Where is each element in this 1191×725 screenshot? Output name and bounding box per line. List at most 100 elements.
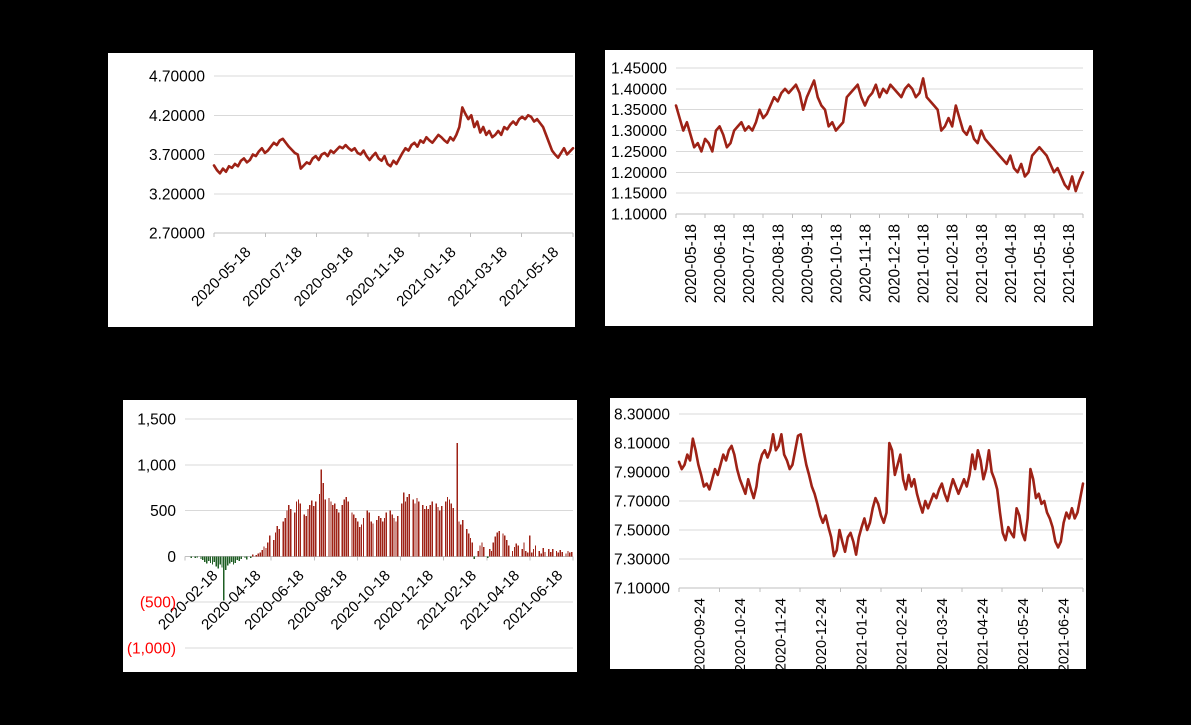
bar-positive — [332, 505, 334, 557]
x-tick-label: 2020-08-18 — [770, 224, 787, 303]
y-tick-label: 500 — [150, 503, 176, 520]
x-tick-label: 2021-06-18 — [1061, 224, 1078, 303]
bar-positive — [544, 551, 546, 557]
y-tick-label: 1,500 — [137, 412, 176, 429]
y-tick-label: 3.20000 — [149, 186, 205, 203]
bar-positive — [561, 551, 563, 557]
gridlines — [214, 75, 573, 234]
y-tick-label: 7.70000 — [614, 494, 670, 511]
y-tick-label: 7.30000 — [614, 552, 670, 569]
bar-positive — [276, 526, 279, 557]
bar-negative — [223, 556, 225, 601]
bar-positive — [381, 521, 384, 557]
bar-negative — [221, 556, 223, 568]
bar-positive — [550, 551, 552, 557]
bar-positive — [295, 501, 298, 557]
bar-positive — [372, 523, 374, 557]
chart-panel-bottom-right: 2020-09-24 2020-10-24 2020-11-24 2020-12-24… — [610, 398, 1086, 669]
x-tick-label: 2021-04-18 — [1003, 224, 1020, 303]
bar-positive — [251, 554, 254, 557]
bar-positive — [532, 549, 535, 557]
gridlines — [185, 418, 573, 649]
bar-positive — [328, 497, 330, 557]
bar-positive — [488, 549, 491, 557]
x-tick-label: 2020-10-24 — [733, 598, 749, 669]
bar-positive — [314, 501, 317, 557]
bar-positive — [542, 548, 544, 557]
bar-positive — [378, 516, 380, 557]
bar-positive — [412, 499, 414, 557]
y-tick-label: 1.25000 — [611, 144, 667, 161]
top-left-fx-line-svg: 2020-05-182020-07-182020-09-182020-11-18… — [149, 69, 575, 310]
y-tick-label: 7.50000 — [614, 523, 670, 540]
bar-negative — [213, 556, 216, 562]
y-tick-label: 4.20000 — [149, 108, 205, 125]
bar-positive — [311, 500, 313, 557]
bar-positive — [557, 552, 560, 557]
bar-positive — [286, 510, 288, 557]
bar-positive — [540, 553, 542, 557]
series-line — [674, 77, 1085, 193]
bar-positive — [397, 516, 399, 557]
x-tick-label: 2020-12-24 — [814, 598, 830, 669]
bar-positive — [450, 503, 453, 557]
x-tick-label: 2021-04-24 — [976, 598, 992, 669]
x-axis — [675, 213, 1084, 218]
bottom-left-volume-bars-svg: 2020-02-182020-04-182020-06-182020-08-18… — [127, 412, 574, 658]
bar-positive — [515, 543, 518, 557]
bar-positive — [490, 550, 493, 557]
bar-positive — [525, 550, 527, 557]
bar-positive — [555, 550, 558, 557]
bar-positive — [565, 553, 567, 557]
bar-negative — [225, 556, 227, 571]
bar-negative — [194, 556, 196, 559]
bar-positive — [569, 552, 571, 557]
bar-positive — [290, 508, 292, 557]
bar-negative — [190, 556, 193, 558]
bar-positive — [272, 539, 275, 557]
bar-positive — [366, 510, 368, 557]
x-tick-label: 2020-12-18 — [887, 224, 904, 303]
bar-positive — [278, 528, 281, 557]
bar-positive — [414, 503, 416, 557]
y-tick-label: 1.30000 — [611, 123, 667, 140]
bar-positive — [425, 506, 428, 557]
x-tick-labels: 2020-09-24 2020-10-24 2020-11-24 2020-12-24… — [693, 598, 1073, 669]
x-tick-label: 2021-01-18 — [916, 224, 933, 303]
bar-positive — [330, 501, 332, 557]
bar-positive — [517, 545, 519, 557]
bar-positive — [559, 549, 561, 557]
bar-positive — [506, 539, 508, 557]
bar-positive — [452, 507, 454, 557]
bar-positive — [357, 521, 359, 557]
bar-positive — [379, 517, 382, 557]
bar-positive — [383, 517, 386, 557]
bar-positive — [376, 519, 378, 557]
bar-positive — [259, 552, 261, 557]
x-tick-labels: 2020-05-182020-07-182020-09-182020-11-18… — [188, 244, 562, 310]
x-tick-label: 2020-09-18 — [799, 224, 816, 303]
y-tick-labels: 4.70000 4.20000 3.70000 3.20000 2.70000 — [149, 69, 205, 243]
bar-positive — [322, 483, 324, 557]
bar-negative — [196, 556, 198, 558]
x-tick-label: 2021-03-24 — [935, 598, 951, 669]
y-tick-label: 7.10000 — [614, 581, 670, 598]
bar-negative — [240, 556, 242, 560]
x-tick-label: 2021-02-18 — [945, 224, 962, 303]
y-tick-labels: 1,500 1,000 500 0 (500) (1,000) — [127, 412, 177, 658]
bar-positive — [471, 542, 474, 557]
series-line — [212, 106, 575, 175]
y-tick-label: 3.70000 — [149, 147, 205, 164]
bar-positive — [393, 517, 395, 557]
bar-positive — [269, 535, 271, 557]
bar-negative — [206, 556, 208, 564]
bar-positive — [427, 508, 430, 557]
bar-positive — [511, 550, 514, 557]
bar-positive — [343, 499, 346, 557]
bar-positive — [416, 497, 418, 557]
bar-positive — [548, 549, 550, 557]
bar-positive — [385, 512, 388, 557]
x-tick-labels: 2020-02-182020-04-182020-06-182020-08-18… — [155, 567, 566, 633]
bar-positive — [355, 517, 357, 557]
